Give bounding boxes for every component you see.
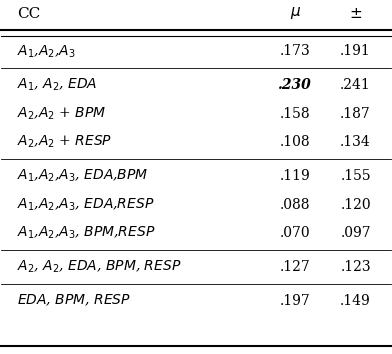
Text: $EDA$, $BPM$, $RESP$: $EDA$, $BPM$, $RESP$ <box>17 293 131 308</box>
Text: .241: .241 <box>340 78 371 92</box>
Text: .191: .191 <box>340 44 371 58</box>
Text: .120: .120 <box>340 198 371 211</box>
Text: $A_1$,$A_2$,$A_3$, $EDA$,$RESP$: $A_1$,$A_2$,$A_3$, $EDA$,$RESP$ <box>17 196 154 213</box>
Text: $A_2$,$A_2$ + $RESP$: $A_2$,$A_2$ + $RESP$ <box>17 134 112 150</box>
Text: $A_1$,$A_2$,$A_3$, $EDA$,$BPM$: $A_1$,$A_2$,$A_3$, $EDA$,$BPM$ <box>17 168 149 184</box>
Text: .123: .123 <box>340 260 371 274</box>
Text: $A_2$,$A_2$ + $BPM$: $A_2$,$A_2$ + $BPM$ <box>17 105 106 122</box>
Text: .187: .187 <box>340 107 371 121</box>
Text: .197: .197 <box>280 294 310 308</box>
Text: $\mu$: $\mu$ <box>290 5 301 21</box>
Text: $\pm$: $\pm$ <box>349 7 362 21</box>
Text: $A_1$,$A_2$,$A_3$: $A_1$,$A_2$,$A_3$ <box>17 43 76 59</box>
Text: .127: .127 <box>280 260 310 274</box>
Text: .088: .088 <box>280 198 310 211</box>
Text: .158: .158 <box>280 107 310 121</box>
Text: .097: .097 <box>340 226 371 240</box>
Text: .173: .173 <box>280 44 310 58</box>
Text: $A_1$,$A_2$,$A_3$, $BPM$,$RESP$: $A_1$,$A_2$,$A_3$, $BPM$,$RESP$ <box>17 225 155 241</box>
Text: .070: .070 <box>280 226 310 240</box>
Text: .230: .230 <box>278 78 312 92</box>
Text: .108: .108 <box>280 135 310 149</box>
Text: CC: CC <box>17 7 40 21</box>
Text: .119: .119 <box>280 169 310 183</box>
Text: .155: .155 <box>340 169 371 183</box>
Text: $A_1$, $A_2$, $EDA$: $A_1$, $A_2$, $EDA$ <box>17 77 98 93</box>
Text: .134: .134 <box>340 135 371 149</box>
Text: .149: .149 <box>340 294 371 308</box>
Text: $A_2$, $A_2$, $EDA$, $BPM$, $RESP$: $A_2$, $A_2$, $EDA$, $BPM$, $RESP$ <box>17 259 181 275</box>
